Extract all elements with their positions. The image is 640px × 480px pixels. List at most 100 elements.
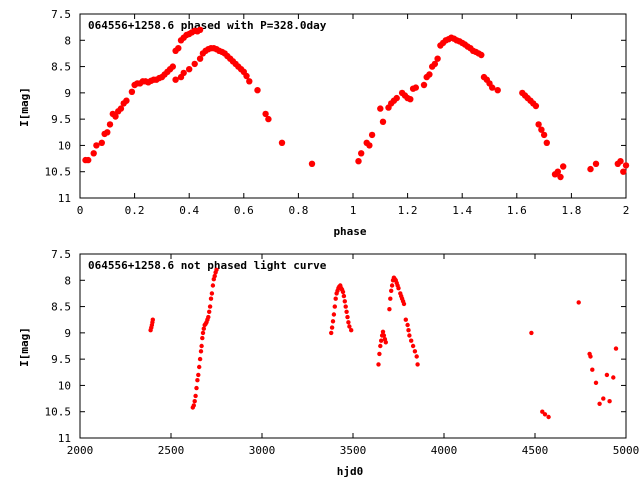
data-point bbox=[389, 283, 395, 288]
data-point bbox=[405, 322, 410, 328]
y-tick-label: 8 bbox=[64, 34, 71, 47]
x-tick-label: 3000 bbox=[249, 444, 276, 457]
data-point bbox=[560, 163, 567, 170]
y-tick-label: 7.5 bbox=[51, 248, 71, 261]
data-point bbox=[617, 158, 624, 165]
data-point bbox=[128, 88, 136, 96]
data-point bbox=[308, 160, 316, 167]
data-point bbox=[329, 325, 335, 330]
data-point bbox=[387, 307, 392, 312]
data-point bbox=[278, 139, 286, 146]
data-point bbox=[604, 372, 610, 378]
data-point bbox=[426, 71, 433, 78]
data-point bbox=[209, 291, 215, 296]
y-tick-label: 7.5 bbox=[51, 8, 71, 21]
data-point bbox=[538, 126, 545, 133]
x-tick-label: 0.4 bbox=[179, 204, 199, 217]
data-point bbox=[388, 296, 393, 301]
data-point bbox=[196, 372, 201, 378]
data-point bbox=[172, 76, 179, 83]
data-point bbox=[347, 324, 352, 329]
data-point bbox=[620, 168, 627, 175]
x-tick-label: 2000 bbox=[67, 444, 94, 457]
data-point bbox=[207, 309, 212, 314]
y-tick-label: 9 bbox=[64, 87, 71, 100]
data-point bbox=[355, 158, 362, 165]
data-point bbox=[590, 367, 595, 372]
data-point bbox=[377, 351, 382, 357]
data-point bbox=[494, 87, 501, 94]
data-point bbox=[576, 300, 581, 305]
data-point bbox=[200, 330, 206, 336]
data-points bbox=[148, 267, 619, 420]
x-tick-label: 3500 bbox=[340, 444, 367, 457]
data-point bbox=[207, 304, 213, 309]
data-point bbox=[212, 273, 217, 279]
data-point bbox=[546, 414, 551, 420]
axis-ticks: 2000 2500 3000 3500 4000 4500 5000 7.5 8 8.5 9 9.5 1… bbox=[45, 248, 640, 457]
data-point bbox=[343, 304, 348, 309]
data-point bbox=[208, 296, 214, 301]
data-point bbox=[201, 326, 206, 331]
data-point bbox=[330, 319, 336, 324]
data-point bbox=[191, 403, 196, 408]
data-point bbox=[401, 301, 407, 307]
x-tick-label: 0.2 bbox=[125, 204, 145, 217]
data-point bbox=[379, 118, 387, 126]
data-point bbox=[403, 317, 408, 322]
data-point bbox=[254, 87, 261, 94]
data-point bbox=[396, 286, 401, 291]
data-points bbox=[82, 26, 630, 181]
data-point bbox=[90, 150, 97, 157]
x-tick-label: 1.6 bbox=[507, 204, 527, 217]
data-point bbox=[344, 309, 349, 314]
data-point bbox=[389, 288, 394, 293]
x-tick-label: 4000 bbox=[431, 444, 458, 457]
data-point bbox=[186, 66, 193, 73]
data-point bbox=[180, 69, 187, 77]
data-point bbox=[593, 380, 599, 385]
data-point bbox=[587, 165, 594, 173]
data-point bbox=[588, 354, 593, 359]
y-tick-label: 11 bbox=[58, 192, 71, 205]
y-tick-label: 10 bbox=[58, 139, 71, 152]
data-point bbox=[85, 156, 92, 164]
x-tick-label: 5000 bbox=[613, 444, 640, 457]
data-point bbox=[197, 356, 203, 362]
data-point bbox=[246, 78, 253, 85]
data-point bbox=[333, 296, 338, 301]
x-tick-label: 2500 bbox=[158, 444, 185, 457]
x-tick-label: 1.8 bbox=[561, 204, 581, 217]
data-point bbox=[409, 338, 414, 343]
data-point bbox=[196, 55, 204, 62]
data-point bbox=[368, 131, 376, 139]
y-tick-label: 9 bbox=[64, 327, 71, 340]
y-axis-label: I[mag] bbox=[18, 87, 31, 127]
data-point bbox=[381, 333, 387, 338]
data-point bbox=[206, 314, 211, 320]
data-point bbox=[199, 343, 204, 349]
data-point bbox=[376, 362, 381, 367]
data-point bbox=[117, 105, 125, 112]
data-point bbox=[106, 121, 114, 128]
chart-title: 064556+1258.6 phased with P=328.0day bbox=[88, 19, 327, 32]
data-point bbox=[112, 113, 119, 120]
data-point bbox=[104, 129, 111, 136]
phased-light-curve-panel: 064556+1258.6 phased with P=328.0day pha… bbox=[18, 8, 629, 238]
data-point bbox=[349, 328, 354, 333]
data-point bbox=[415, 362, 420, 367]
data-point bbox=[342, 299, 347, 304]
data-point bbox=[542, 412, 548, 417]
data-point bbox=[98, 139, 106, 146]
data-point bbox=[407, 333, 412, 338]
data-point bbox=[243, 72, 250, 80]
axis-ticks: 0 0.2 0.4 0.6 0.8 1 1.2 1.4 1.6 1.8 2 7.5 8 8.5 9 9.5 10… bbox=[45, 8, 630, 217]
data-point bbox=[194, 385, 199, 391]
data-point bbox=[420, 81, 428, 89]
data-point bbox=[434, 55, 441, 62]
data-point bbox=[193, 393, 198, 399]
data-point bbox=[366, 142, 373, 149]
x-axis-label: hjd0 bbox=[337, 465, 364, 478]
